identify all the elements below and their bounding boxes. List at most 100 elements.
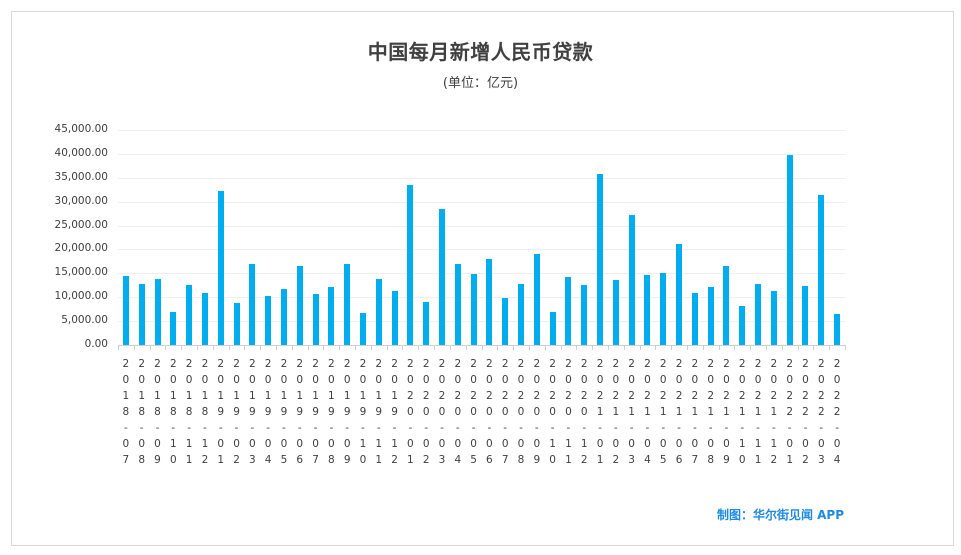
x-tick <box>197 345 199 350</box>
x-tick-label: 2 0 1 8 - 1 2 <box>201 358 209 466</box>
gridline <box>118 225 845 227</box>
x-tick <box>339 345 341 350</box>
bar <box>454 263 461 345</box>
bar <box>280 288 287 345</box>
x-tick <box>607 345 609 350</box>
x-tick-label: 2 0 2 0 - 1 2 <box>580 358 588 466</box>
x-tick <box>386 345 388 350</box>
bar <box>818 195 825 345</box>
x-tick-label: 2 0 2 1 - 0 5 <box>659 358 667 466</box>
x-tick <box>686 345 688 350</box>
chart-credit: 制图：华尔街见闻 APP <box>716 508 844 522</box>
x-tick-label: 2 0 2 1 - 0 9 <box>723 358 730 466</box>
y-tick-label: 40,000.00 <box>54 146 108 159</box>
bar <box>581 284 588 345</box>
x-tick-label: 2 0 2 0 - 0 1 <box>407 358 414 466</box>
x-tick <box>149 345 151 350</box>
x-tick <box>449 345 451 350</box>
bar <box>612 280 619 345</box>
x-tick <box>829 345 831 350</box>
x-tick-label: 2 0 2 1 - 0 4 <box>644 358 651 466</box>
x-tick <box>845 345 846 350</box>
bar <box>328 287 335 345</box>
x-tick-label: 2 0 2 1 - 0 8 <box>707 358 714 466</box>
bar <box>138 283 145 345</box>
x-tick-label: 2 0 1 9 - 0 5 <box>280 358 288 466</box>
plot-area <box>118 130 846 350</box>
x-tick-label: 2 0 1 9 - 0 8 <box>328 358 335 466</box>
bar <box>217 190 224 345</box>
x-tick <box>639 345 641 350</box>
x-tick <box>576 345 578 350</box>
bar <box>660 273 667 345</box>
x-tick-label: 2 0 2 1 - 0 3 <box>628 358 635 466</box>
x-tick <box>702 345 704 350</box>
x-tick <box>750 345 752 350</box>
x-tick-label: 2 0 1 9 - 0 4 <box>264 358 272 466</box>
bar <box>233 302 240 345</box>
x-tick <box>434 345 436 350</box>
x-tick-label: 2 0 2 2 - 0 3 <box>817 358 825 466</box>
y-tick-label: 35,000.00 <box>54 170 108 183</box>
x-tick-label: 2 0 1 8 - 1 0 <box>169 358 177 466</box>
bar <box>312 294 319 345</box>
bar <box>770 291 777 345</box>
x-tick-label: 2 0 1 9 - 1 0 <box>359 358 367 466</box>
x-tick <box>544 345 546 350</box>
x-tick <box>212 345 214 350</box>
x-tick-label: 2 0 1 9 - 0 6 <box>296 358 304 466</box>
bar <box>249 264 256 345</box>
y-tick-label: 0.00 <box>84 338 108 350</box>
bar <box>486 258 493 345</box>
y-tick-label: 25,000.00 <box>54 218 108 231</box>
y-tick-label: 20,000.00 <box>54 242 108 255</box>
x-tick <box>497 345 499 350</box>
x-tick-label: 2 0 1 9 - 0 2 <box>233 358 240 466</box>
x-tick-label: 2 0 1 8 - 0 8 <box>138 358 146 466</box>
gridline <box>118 321 845 323</box>
x-tick-label: 2 0 1 9 - 1 1 <box>375 358 383 466</box>
x-tick-label: 2 0 2 2 - 0 1 <box>786 358 794 466</box>
x-tick <box>671 345 673 350</box>
bar <box>296 265 303 345</box>
x-tick-label: 2 0 2 0 - 0 5 <box>470 358 477 466</box>
bar <box>628 214 635 345</box>
x-tick <box>734 345 736 350</box>
x-tick-label: 2 0 2 1 - 1 0 <box>738 358 746 466</box>
bar <box>691 293 698 345</box>
bar <box>170 311 177 345</box>
bar <box>834 314 841 345</box>
bar <box>375 278 382 345</box>
bar <box>265 296 272 345</box>
bar <box>676 243 683 345</box>
x-tick <box>655 345 657 350</box>
x-tick <box>244 345 246 350</box>
x-tick <box>165 345 167 350</box>
x-tick-label: 2 0 2 2 - 0 4 <box>833 358 841 466</box>
bar <box>802 286 809 345</box>
bar <box>359 313 366 345</box>
gridline <box>118 153 845 155</box>
bar <box>186 285 193 345</box>
x-tick <box>260 345 262 350</box>
x-tick-label: 2 0 1 9 - 0 7 <box>312 358 319 466</box>
bar <box>201 293 208 345</box>
x-tick <box>623 345 625 350</box>
bar <box>565 276 572 345</box>
gridline <box>118 201 845 203</box>
bar <box>122 275 129 345</box>
gridline <box>118 249 845 251</box>
x-tick-label: 2 0 2 0 - 0 7 <box>501 358 509 466</box>
x-tick-label: 2 0 2 1 - 0 6 <box>675 358 683 466</box>
x-tick <box>592 345 594 350</box>
bar <box>707 286 714 345</box>
gridline <box>118 130 845 131</box>
x-tick-label: 2 0 2 0 - 0 2 <box>422 358 430 466</box>
x-tick <box>133 345 135 350</box>
bar <box>423 301 430 345</box>
bar <box>739 305 746 345</box>
y-tick-label: 15,000.00 <box>54 266 108 279</box>
x-tick-label: 2 0 2 1 - 1 1 <box>754 358 762 466</box>
x-tick-label: 2 0 1 9 - 0 1 <box>217 358 225 466</box>
x-tick-label: 2 0 1 9 - 0 3 <box>248 358 256 466</box>
